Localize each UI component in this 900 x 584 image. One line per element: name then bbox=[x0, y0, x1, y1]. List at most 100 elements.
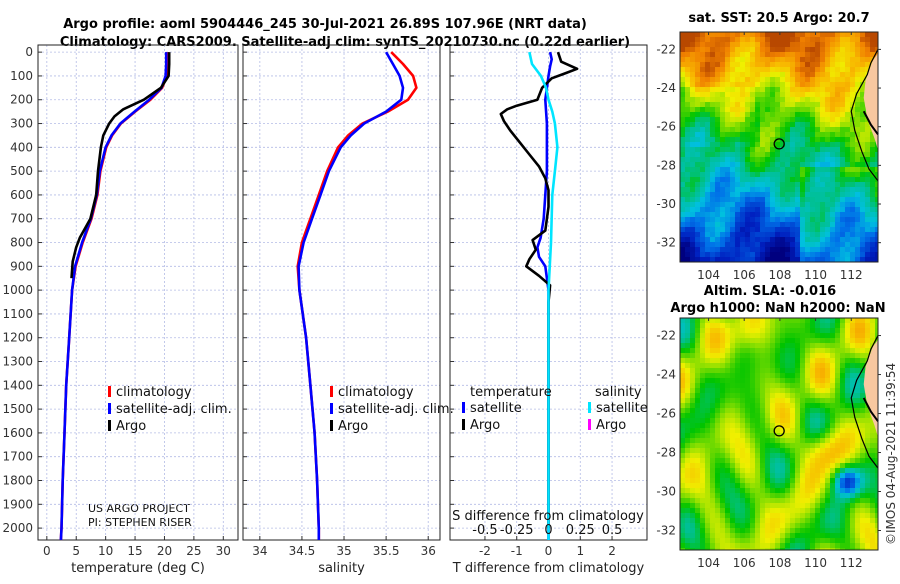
map-cell bbox=[795, 67, 801, 73]
map-cell bbox=[745, 32, 751, 38]
map-cell bbox=[825, 508, 831, 514]
map-cell bbox=[875, 468, 879, 474]
map-cell bbox=[690, 107, 696, 113]
map-cell bbox=[810, 132, 816, 138]
map-cell bbox=[690, 453, 696, 459]
map-cell bbox=[835, 72, 841, 78]
map-cell bbox=[755, 543, 761, 549]
map-cell bbox=[845, 212, 851, 218]
map-cell bbox=[750, 323, 756, 329]
map-cell bbox=[730, 92, 736, 98]
map-cell bbox=[690, 438, 696, 444]
map-cell bbox=[720, 212, 726, 218]
map-cell bbox=[840, 373, 846, 379]
map-cell bbox=[785, 413, 791, 419]
map-cell bbox=[740, 132, 746, 138]
map-cell bbox=[800, 162, 806, 168]
map-cell bbox=[760, 538, 766, 544]
map-cell bbox=[820, 488, 826, 494]
map-cell bbox=[850, 498, 856, 504]
map-cell bbox=[785, 393, 791, 399]
map-cell bbox=[735, 538, 741, 544]
map-cell bbox=[810, 102, 816, 108]
map-cell bbox=[850, 448, 856, 454]
map-cell bbox=[695, 398, 701, 404]
map-cell bbox=[680, 222, 686, 228]
map-cell bbox=[860, 132, 866, 138]
coastline bbox=[850, 335, 879, 469]
map-cell bbox=[795, 478, 801, 484]
map-cell bbox=[860, 52, 866, 58]
map-cell bbox=[850, 62, 856, 68]
map-cell bbox=[715, 348, 721, 354]
map-cell bbox=[735, 177, 741, 183]
map-cell bbox=[800, 503, 806, 509]
map-cell bbox=[810, 127, 816, 133]
map-cell bbox=[825, 483, 831, 489]
map-cell bbox=[690, 162, 696, 168]
map-cell bbox=[815, 32, 821, 38]
map-cell bbox=[820, 132, 826, 138]
map-cell bbox=[685, 528, 691, 534]
map-cell bbox=[695, 92, 701, 98]
map-cell bbox=[810, 107, 816, 113]
map-cell bbox=[690, 358, 696, 364]
map-cell bbox=[680, 137, 686, 143]
map-cell bbox=[810, 518, 816, 524]
map-cell bbox=[755, 393, 761, 399]
map-cell bbox=[725, 548, 731, 551]
map-cell bbox=[875, 548, 879, 551]
map-cell bbox=[850, 333, 856, 339]
map-cell bbox=[805, 202, 811, 208]
map-cell bbox=[810, 147, 816, 153]
map-cell bbox=[680, 242, 686, 248]
map-cell bbox=[740, 403, 746, 409]
map-cell bbox=[845, 338, 851, 344]
map-cell bbox=[815, 453, 821, 459]
map-cell bbox=[740, 197, 746, 203]
map-cell bbox=[755, 458, 761, 464]
map-cell bbox=[695, 403, 701, 409]
map-cell bbox=[755, 87, 761, 93]
map-cell bbox=[860, 97, 866, 103]
map-cell bbox=[860, 508, 866, 514]
map-cell bbox=[855, 82, 861, 88]
map-cell bbox=[740, 157, 746, 163]
map-cell bbox=[680, 318, 686, 324]
map-cell bbox=[860, 548, 866, 551]
map-cell bbox=[720, 72, 726, 78]
map-cell bbox=[870, 187, 876, 193]
map-cell bbox=[795, 353, 801, 359]
map-cell bbox=[830, 102, 836, 108]
lon-tick-label: 104 bbox=[697, 556, 720, 570]
map-cell bbox=[740, 518, 746, 524]
map-cell bbox=[805, 373, 811, 379]
map-cell bbox=[735, 403, 741, 409]
map-cell bbox=[795, 408, 801, 414]
map-cell bbox=[800, 543, 806, 549]
map-cell bbox=[800, 508, 806, 514]
map-cell bbox=[850, 72, 856, 78]
map-cell bbox=[805, 498, 811, 504]
map-cell bbox=[775, 237, 781, 243]
map-cell bbox=[710, 102, 716, 108]
map-cell bbox=[845, 202, 851, 208]
map-cell bbox=[710, 418, 716, 424]
map-cell bbox=[725, 488, 731, 494]
map-cell bbox=[695, 257, 701, 263]
map-cell bbox=[740, 413, 746, 419]
map-cell bbox=[785, 418, 791, 424]
map-cell bbox=[805, 548, 811, 551]
map-cell bbox=[780, 57, 786, 63]
map-cell bbox=[830, 157, 836, 163]
map-cell bbox=[755, 127, 761, 133]
map-cell bbox=[870, 227, 876, 233]
map-cell bbox=[700, 398, 706, 404]
map-cell bbox=[855, 348, 861, 354]
lat-tick-label: -22 bbox=[656, 42, 676, 56]
map-cell bbox=[785, 448, 791, 454]
map-cell bbox=[765, 132, 771, 138]
map-cell bbox=[745, 423, 751, 429]
map-cell bbox=[740, 393, 746, 399]
map-cell bbox=[815, 237, 821, 243]
